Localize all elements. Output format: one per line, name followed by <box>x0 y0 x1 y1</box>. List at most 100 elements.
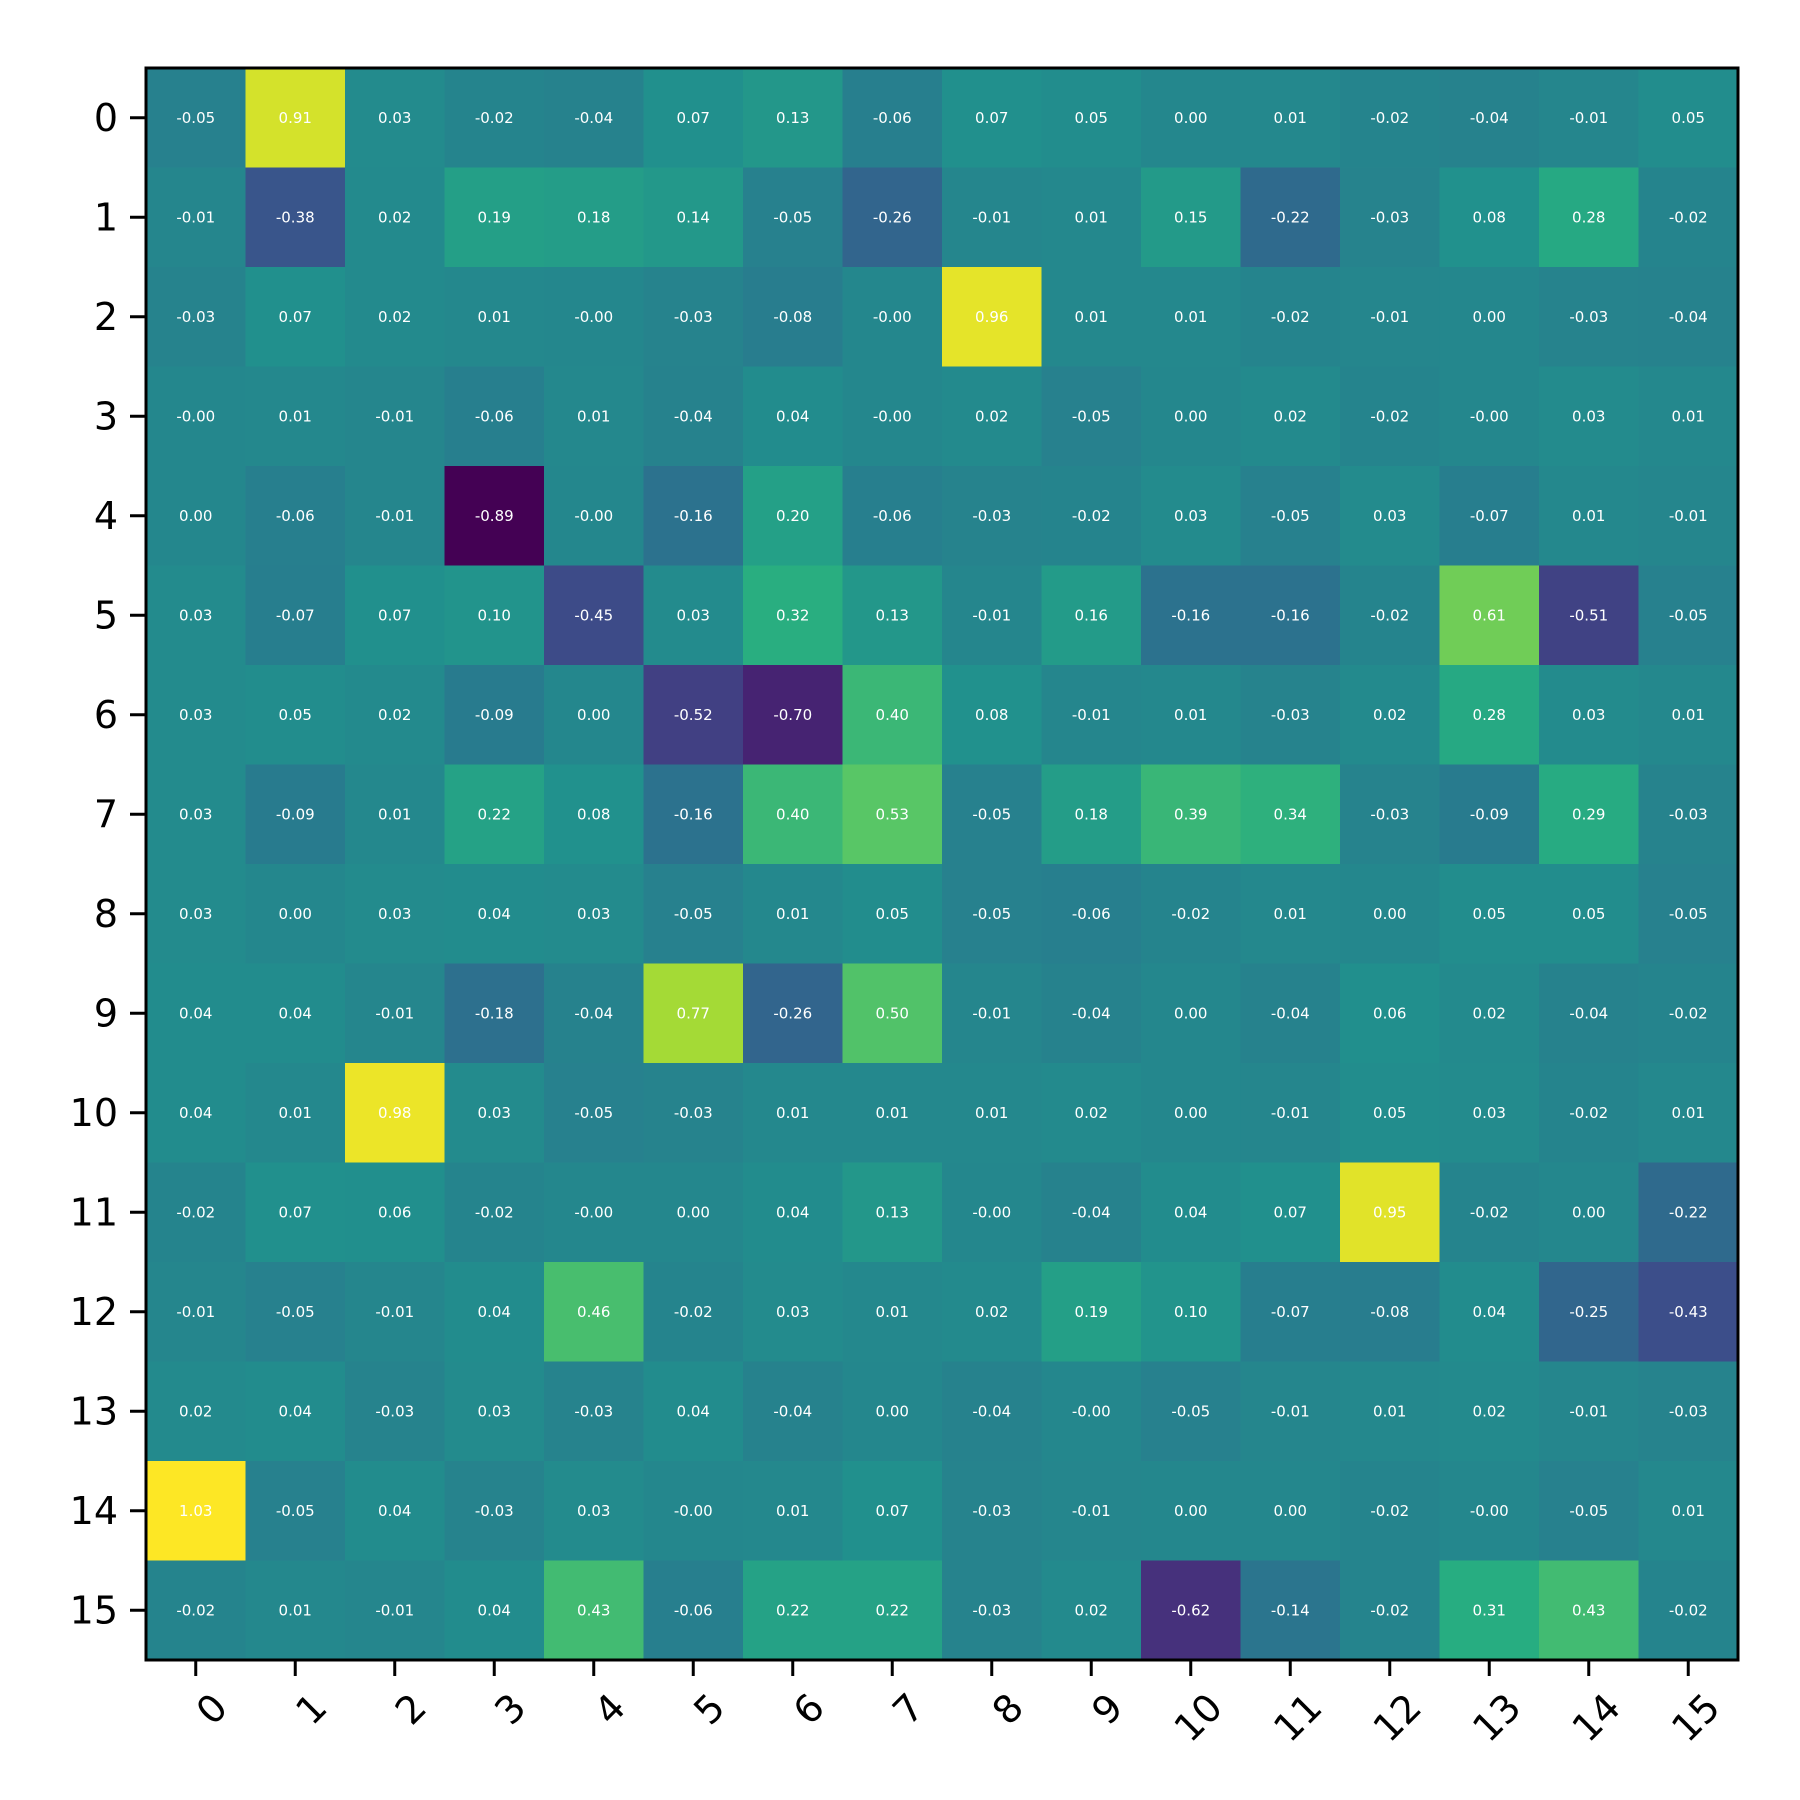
cell-value-label: 0.00 <box>677 1203 710 1221</box>
x-axis: 0 1 2 3 4 5 6 7 8 9 10 11 12 13 14 15 <box>188 1660 1728 1750</box>
cell-value-label: 0.07 <box>378 606 411 624</box>
cell-value-label: 0.03 <box>776 1303 809 1321</box>
cell-value-label: 0.96 <box>975 308 1008 326</box>
cell-value-label: 0.07 <box>876 1502 909 1520</box>
x-tick-label: 12 <box>1365 1685 1430 1750</box>
cell-value-label: -0.00 <box>873 407 912 425</box>
y-tick-label: 6 <box>94 693 118 737</box>
cell-value-label: -0.01 <box>375 1601 414 1619</box>
cell-value-label: -0.06 <box>873 507 912 525</box>
heatmap-cell <box>1240 764 1341 865</box>
heatmap-cell <box>942 1560 1043 1661</box>
cell-value-label: 0.15 <box>1174 208 1207 226</box>
heatmap-cell <box>743 963 844 1064</box>
heatmap-cell <box>1240 167 1341 268</box>
heatmap-cell <box>1141 1361 1242 1462</box>
cell-value-label: 0.01 <box>1174 308 1207 326</box>
cell-value-label: 0.03 <box>677 606 710 624</box>
heatmap-cell <box>444 1560 545 1661</box>
cell-value-label: 0.02 <box>1075 1104 1108 1122</box>
heatmap-cell <box>643 1162 744 1263</box>
cell-value-label: 0.50 <box>876 1004 909 1022</box>
cell-value-label: 0.01 <box>378 805 411 823</box>
cell-value-label: -0.02 <box>176 1203 215 1221</box>
cell-value-label: 0.98 <box>378 1104 411 1122</box>
cell-value-label: -0.04 <box>1271 1004 1310 1022</box>
cell-value-label: -0.05 <box>176 109 215 127</box>
heatmap-cell <box>842 1560 943 1661</box>
heatmap-cell <box>1539 764 1640 865</box>
cell-value-label: 0.34 <box>1274 805 1307 823</box>
heatmap-cell <box>842 665 943 766</box>
heatmap-cell <box>345 1361 446 1462</box>
heatmap-cell <box>245 167 346 268</box>
heatmap-cell <box>1141 963 1242 1064</box>
cell-value-label: 0.00 <box>1174 1104 1207 1122</box>
cell-value-label: -0.03 <box>475 1502 514 1520</box>
cell-value-label: -0.01 <box>1370 308 1409 326</box>
heatmap-cell <box>1141 1461 1242 1562</box>
heatmap-cell <box>245 864 346 965</box>
heatmap-cell <box>942 366 1043 467</box>
cell-value-label: 0.01 <box>1672 407 1705 425</box>
heatmap-cell <box>1439 764 1540 865</box>
heatmap-cell <box>146 167 247 268</box>
heatmap-cell <box>245 1361 346 1462</box>
heatmap-cell <box>1638 68 1739 169</box>
cell-value-label: 0.00 <box>1174 109 1207 127</box>
cell-value-label: 0.05 <box>1572 905 1605 923</box>
cell-value-label: -0.02 <box>1072 507 1111 525</box>
cell-value-label: -0.16 <box>1171 606 1210 624</box>
cell-value-label: 0.00 <box>1274 1502 1307 1520</box>
y-tick-label: 7 <box>94 792 118 836</box>
cell-value-label: -0.05 <box>574 1104 613 1122</box>
cell-value-label: 0.01 <box>1572 507 1605 525</box>
heatmap-cell <box>444 1063 545 1164</box>
heatmap-cell <box>1638 267 1739 368</box>
heatmap-cell <box>1439 68 1540 169</box>
heatmap-cell <box>1340 665 1441 766</box>
heatmap-cell <box>544 963 645 1064</box>
heatmap-cell <box>942 167 1043 268</box>
cell-value-label: -0.00 <box>574 507 613 525</box>
heatmap-cell <box>643 167 744 268</box>
heatmap-cell <box>842 366 943 467</box>
cell-value-label: -0.03 <box>972 1502 1011 1520</box>
heatmap-cell <box>1041 963 1142 1064</box>
y-tick-label: 12 <box>70 1290 118 1334</box>
cell-value-label: 0.46 <box>577 1303 610 1321</box>
heatmap-cell <box>1539 68 1640 169</box>
heatmap-cell <box>1439 565 1540 666</box>
cell-value-label: -0.01 <box>176 1303 215 1321</box>
heatmap-cell <box>1539 665 1640 766</box>
cell-value-label: -0.01 <box>375 507 414 525</box>
heatmap-cell <box>444 1262 545 1363</box>
cell-value-label: 0.04 <box>1473 1303 1506 1321</box>
heatmap-cell <box>1041 366 1142 467</box>
cell-value-label: 0.03 <box>478 1402 511 1420</box>
heatmap-cell <box>544 565 645 666</box>
cell-value-label: -0.01 <box>972 208 1011 226</box>
cell-value-label: -0.02 <box>475 1203 514 1221</box>
cell-value-label: -0.01 <box>176 208 215 226</box>
cell-value-label: -0.02 <box>674 1303 713 1321</box>
heatmap-cell <box>942 1361 1043 1462</box>
cell-value-label: -0.26 <box>873 208 912 226</box>
heatmap-cell <box>1240 565 1341 666</box>
cell-value-label: -0.03 <box>1669 805 1708 823</box>
cell-value-label: -0.05 <box>773 208 812 226</box>
heatmap-cell <box>743 1560 844 1661</box>
x-tick-label: 13 <box>1464 1685 1529 1750</box>
heatmap-cell <box>1638 864 1739 965</box>
cell-value-label: -0.03 <box>674 1104 713 1122</box>
cell-value-label: 0.01 <box>776 1502 809 1520</box>
heatmap-cell <box>146 764 247 865</box>
heatmap-cell <box>544 864 645 965</box>
cell-value-label: -0.06 <box>1072 905 1111 923</box>
cell-value-label: 0.32 <box>776 606 809 624</box>
heatmap-cell <box>544 466 645 567</box>
cell-value-label: -0.05 <box>972 905 1011 923</box>
heatmap-cell <box>1340 864 1441 965</box>
heatmap-cell <box>345 665 446 766</box>
